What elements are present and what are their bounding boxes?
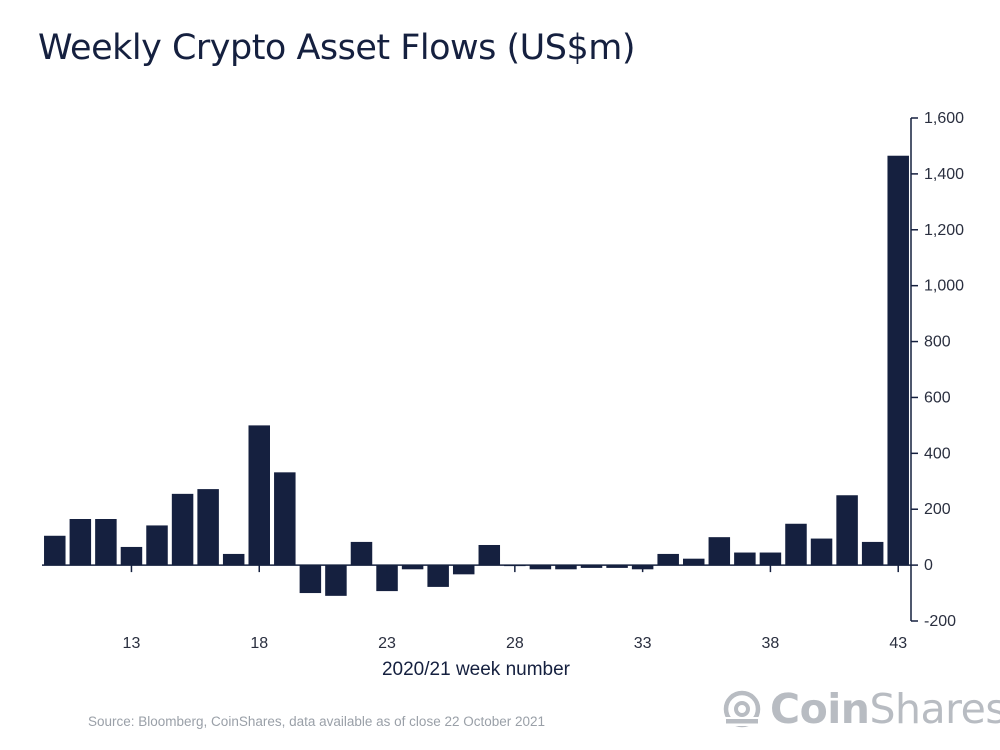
logo-wordmark: CoinShares	[770, 685, 1000, 733]
y-tick-label-1000: 1,000	[924, 278, 964, 295]
source-note: Source: Bloomberg, CoinShares, data avai…	[88, 714, 546, 729]
bar-week-25	[427, 565, 449, 587]
bar-week-34	[657, 553, 679, 566]
x-tick-label-23: 23	[378, 635, 396, 652]
bar-week-14	[146, 525, 168, 566]
bar-week-37	[734, 552, 756, 566]
x-tick-label-18: 18	[250, 635, 268, 652]
bar-week-23	[376, 565, 398, 592]
coinshares-logo: CoinShares	[722, 684, 1000, 734]
y-tick-label-1400: 1,400	[924, 166, 964, 183]
bar-week-32	[606, 565, 628, 568]
bar-week-35	[683, 558, 705, 566]
bar-week-20	[299, 565, 322, 594]
bar-week-16	[197, 489, 219, 566]
bar-week-10	[44, 535, 66, 566]
x-tick-label-43: 43	[889, 635, 907, 652]
bar-week-22	[350, 541, 373, 566]
bar-week-11	[69, 519, 92, 566]
bar-week-38	[759, 552, 782, 566]
coinshares-logo-icon	[723, 690, 761, 728]
chart-title: Weekly Crypto Asset Flows (US$m)	[38, 28, 636, 68]
x-tick-label-28: 28	[506, 635, 524, 652]
bar-week-40	[810, 538, 833, 566]
bar-week-42	[861, 541, 884, 566]
x-axis-title: 2020/21 week number	[382, 659, 571, 680]
y-tick-label-1200: 1,200	[924, 222, 964, 239]
bar-week-27	[478, 544, 501, 566]
y-tick-label-200: 200	[924, 501, 951, 518]
logo-wordmark-bold: Coin	[770, 685, 870, 733]
bar-week-36	[708, 537, 731, 566]
bar-week-29	[529, 565, 552, 570]
bar-week-43	[887, 155, 909, 566]
y-tick-label-600: 600	[924, 389, 951, 406]
bar-week-24	[401, 565, 424, 570]
bar-week-39	[785, 523, 807, 566]
bar-week-17	[222, 553, 245, 566]
y-tick-label-1600: 1,600	[924, 110, 964, 127]
bar-week-12	[95, 519, 117, 566]
bar-week-13	[120, 546, 143, 566]
y-tick-label-400: 400	[924, 445, 951, 462]
bar-week-18	[248, 425, 270, 566]
bar-week-19	[274, 472, 296, 566]
x-tick-label-38: 38	[762, 635, 780, 652]
bar-week-31	[580, 565, 603, 568]
logo-wordmark-regular: Shares	[869, 685, 1000, 733]
y-tick-label-0: 0	[924, 557, 933, 574]
x-tick-label-13: 13	[123, 635, 141, 652]
bar-week-41	[836, 495, 858, 566]
bar-week-30	[555, 565, 577, 570]
y-tick-label--200: -200	[924, 613, 956, 630]
bar-week-21	[325, 565, 347, 596]
x-tick-label-33: 33	[634, 635, 652, 652]
bar-week-15	[171, 493, 194, 566]
bar-week-26	[452, 565, 475, 575]
y-tick-label-800: 800	[924, 334, 951, 351]
